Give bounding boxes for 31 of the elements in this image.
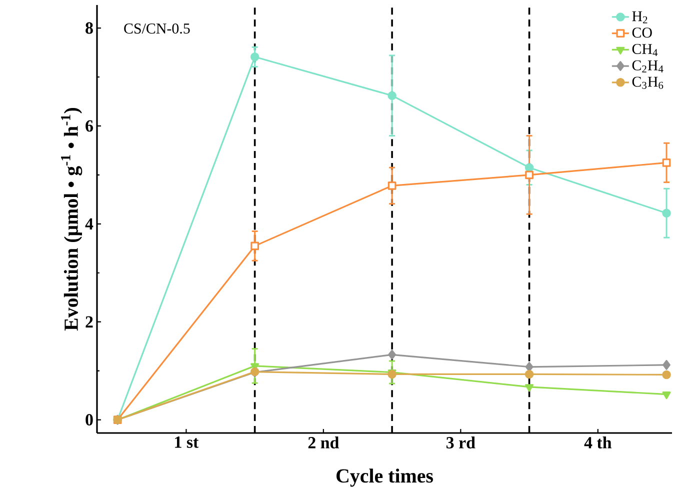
point bbox=[662, 158, 671, 167]
y-tick-label: 6 bbox=[86, 120, 93, 132]
legend-label: CH$_{4}$ bbox=[632, 44, 658, 56]
annotation: CS/CN-0.5 bbox=[124, 24, 190, 34]
point bbox=[662, 392, 671, 400]
point bbox=[525, 362, 534, 372]
y-tick-label: 4 bbox=[85, 218, 94, 230]
x-tick-label: 1 st bbox=[175, 436, 199, 448]
point bbox=[662, 208, 671, 218]
y-axis-title: Evolution (μmol • g$^{-1}$ • h$^{-1}$) bbox=[61, 108, 82, 331]
y-tick-label: 2 bbox=[86, 316, 93, 328]
legend-label: C$_{3}$H$_{6}$ bbox=[632, 76, 664, 89]
legend-label: CO bbox=[632, 28, 652, 38]
point bbox=[525, 170, 534, 180]
x-tick-label: 4 th bbox=[584, 436, 612, 448]
point bbox=[388, 91, 396, 100]
x-tick-label: 2 nd bbox=[308, 436, 340, 448]
x-tick-label: 3 rd bbox=[446, 436, 476, 448]
point bbox=[662, 360, 670, 370]
point bbox=[250, 52, 260, 62]
legend-label: C$_{2}$H$_{4}$ bbox=[632, 60, 664, 72]
point bbox=[662, 370, 671, 380]
point bbox=[388, 182, 396, 190]
y-tick-label: 0 bbox=[86, 414, 93, 426]
point bbox=[524, 163, 534, 172]
point bbox=[524, 370, 534, 379]
point bbox=[250, 242, 260, 250]
x-axis-title: Cycle times bbox=[336, 468, 433, 487]
legend-label: H$_{2}$ bbox=[632, 11, 648, 24]
point bbox=[525, 384, 534, 392]
y-tick-label: 8 bbox=[86, 22, 93, 34]
